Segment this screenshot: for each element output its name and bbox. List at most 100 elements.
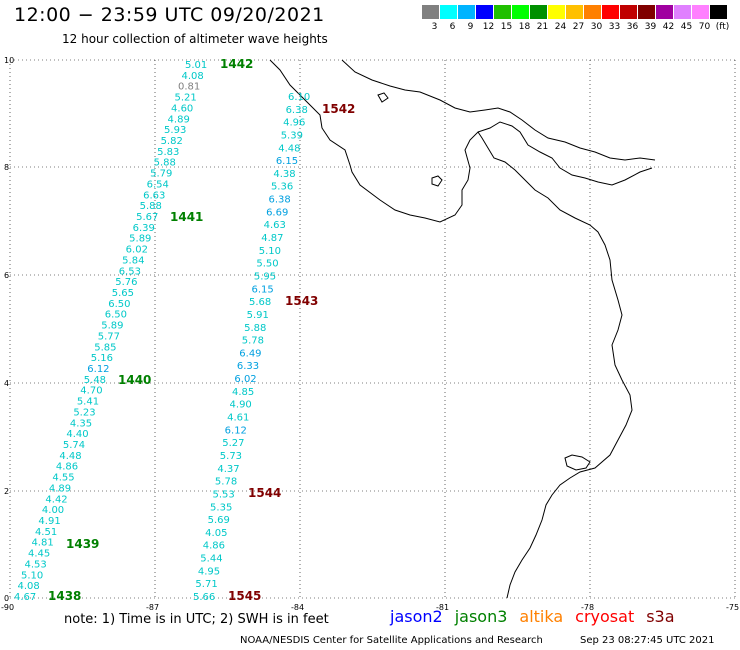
wave-height-value: 6.33 <box>237 361 259 372</box>
scale-swatch <box>512 5 529 19</box>
scale-label: 15 <box>500 22 513 32</box>
scale-label: 39 <box>644 22 657 32</box>
island-2 <box>431 175 443 187</box>
wave-height-value: 5.95 <box>254 271 276 282</box>
scale-label: 70 <box>698 22 711 32</box>
wave-height-value: 5.21 <box>175 93 197 104</box>
wave-height-value: 5.77 <box>98 331 120 342</box>
y-tick-label: 8 <box>4 163 9 172</box>
wave-height-value: 4.42 <box>45 494 67 505</box>
wave-height-value: 6.53 <box>119 266 141 277</box>
scale-swatch <box>422 5 439 19</box>
scale-swatch <box>602 5 619 19</box>
x-tick-label: -90 <box>1 603 14 612</box>
wave-height-value: 4.00 <box>42 505 64 516</box>
scale-label: 30 <box>590 22 603 32</box>
legend-altika: altika <box>519 607 564 626</box>
wave-height-value: 4.67 <box>14 592 36 603</box>
wave-height-value: 5.91 <box>247 310 269 321</box>
wave-height-value: 4.08 <box>17 581 39 592</box>
wave-height-value: 4.87 <box>261 233 283 244</box>
wave-height-value: 5.69 <box>208 515 230 526</box>
pass-label: 1543 <box>285 294 318 308</box>
scale-swatch <box>638 5 655 19</box>
coastline <box>269 59 656 599</box>
pass-label: 1439 <box>66 537 99 551</box>
wave-height-value: 5.66 <box>193 592 215 603</box>
wave-height-value: 4.63 <box>264 220 286 231</box>
wave-height-value: 4.95 <box>198 566 220 577</box>
wave-height-value: 6.12 <box>225 425 247 436</box>
wave-height-value: 6.49 <box>239 348 261 359</box>
wave-height-value: 5.79 <box>150 169 172 180</box>
altimeter-tracks: 5.014.080.815.214.604.895.935.825.835.88… <box>14 60 310 603</box>
wave-height-value: 5.78 <box>242 336 264 347</box>
wave-height-value: 4.35 <box>70 418 92 429</box>
wave-height-value: 5.71 <box>195 579 217 590</box>
legend-jason3: jason3 <box>454 607 508 626</box>
scale-swatch <box>530 5 547 19</box>
wave-height-value: 4.90 <box>230 400 252 411</box>
scale-swatch <box>548 5 565 19</box>
scale-label: 42 <box>662 22 675 32</box>
wave-height-value: 5.36 <box>271 182 293 193</box>
scale-swatch <box>440 5 457 19</box>
wave-height-value: 4.96 <box>283 118 305 129</box>
wave-height-value: 5.78 <box>215 477 237 488</box>
wave-height-value: 4.40 <box>66 429 88 440</box>
wave-height-value: 5.88 <box>244 323 266 334</box>
scale-swatch <box>566 5 583 19</box>
note-text: note: 1) Time is in UTC; 2) SWH is in fe… <box>64 612 329 627</box>
wave-height-value: 5.84 <box>122 255 144 266</box>
wave-height-value: 5.88 <box>140 201 162 212</box>
wave-height-value: 4.89 <box>49 483 71 494</box>
wave-height-value: 5.68 <box>249 297 271 308</box>
wave-height-value: 6.39 <box>133 223 155 234</box>
scale-label: 33 <box>608 22 621 32</box>
wave-height-value: 5.39 <box>281 130 303 141</box>
map-subtitle: 12 hour collection of altimeter wave hei… <box>62 32 328 46</box>
grid-lines <box>9 59 736 599</box>
wave-height-value: 5.74 <box>63 440 85 451</box>
wave-height-value: 6.38 <box>286 105 308 116</box>
wave-height-value: 4.55 <box>52 473 74 484</box>
wave-height-value: 5.10 <box>21 570 43 581</box>
scale-label: 3 <box>431 22 438 32</box>
wave-height-value: 5.41 <box>77 397 99 408</box>
scale-label: 12 <box>482 22 495 32</box>
y-tick-label: 4 <box>4 379 9 388</box>
pass-label: 1542 <box>322 102 355 116</box>
island-1 <box>564 454 591 471</box>
wave-height-value: 5.27 <box>222 438 244 449</box>
wave-height-value: 4.91 <box>38 516 60 527</box>
credit-text: NOAA/NESDIS Center for Satellite Applica… <box>240 635 543 646</box>
wave-height-value: 5.73 <box>220 451 242 462</box>
wave-height-value: 5.16 <box>91 353 113 364</box>
scale-swatch <box>692 5 709 19</box>
scale-swatch <box>458 5 475 19</box>
wave-height-value: 4.51 <box>35 527 57 538</box>
wave-height-value: 6.15 <box>251 284 273 295</box>
y-tick-label: 6 <box>4 271 9 280</box>
scale-swatch <box>674 5 691 19</box>
wave-height-value: 5.65 <box>112 288 134 299</box>
scale-label: 45 <box>680 22 693 32</box>
y-tick-label: 0 <box>4 594 9 603</box>
scale-label: 36 <box>626 22 639 32</box>
x-tick-label: -81 <box>436 603 449 612</box>
wave-height-value: 4.38 <box>273 169 295 180</box>
wave-height-value: 5.88 <box>154 158 176 169</box>
wave-height-value: 6.12 <box>87 364 109 375</box>
wave-height-value: 5.44 <box>200 554 222 565</box>
wave-height-value: 5.89 <box>129 234 151 245</box>
wave-height-value: 5.35 <box>210 502 232 513</box>
scale-label: (ft) <box>715 22 730 32</box>
wave-height-value: 4.81 <box>31 538 53 549</box>
wave-height-value: 5.23 <box>73 407 95 418</box>
scale-label: 27 <box>572 22 585 32</box>
scale-label: 9 <box>467 22 474 32</box>
wave-height-value: 4.37 <box>217 464 239 475</box>
scale-swatch <box>620 5 637 19</box>
wave-height-value: 4.05 <box>205 528 227 539</box>
scale-swatch <box>494 5 511 19</box>
